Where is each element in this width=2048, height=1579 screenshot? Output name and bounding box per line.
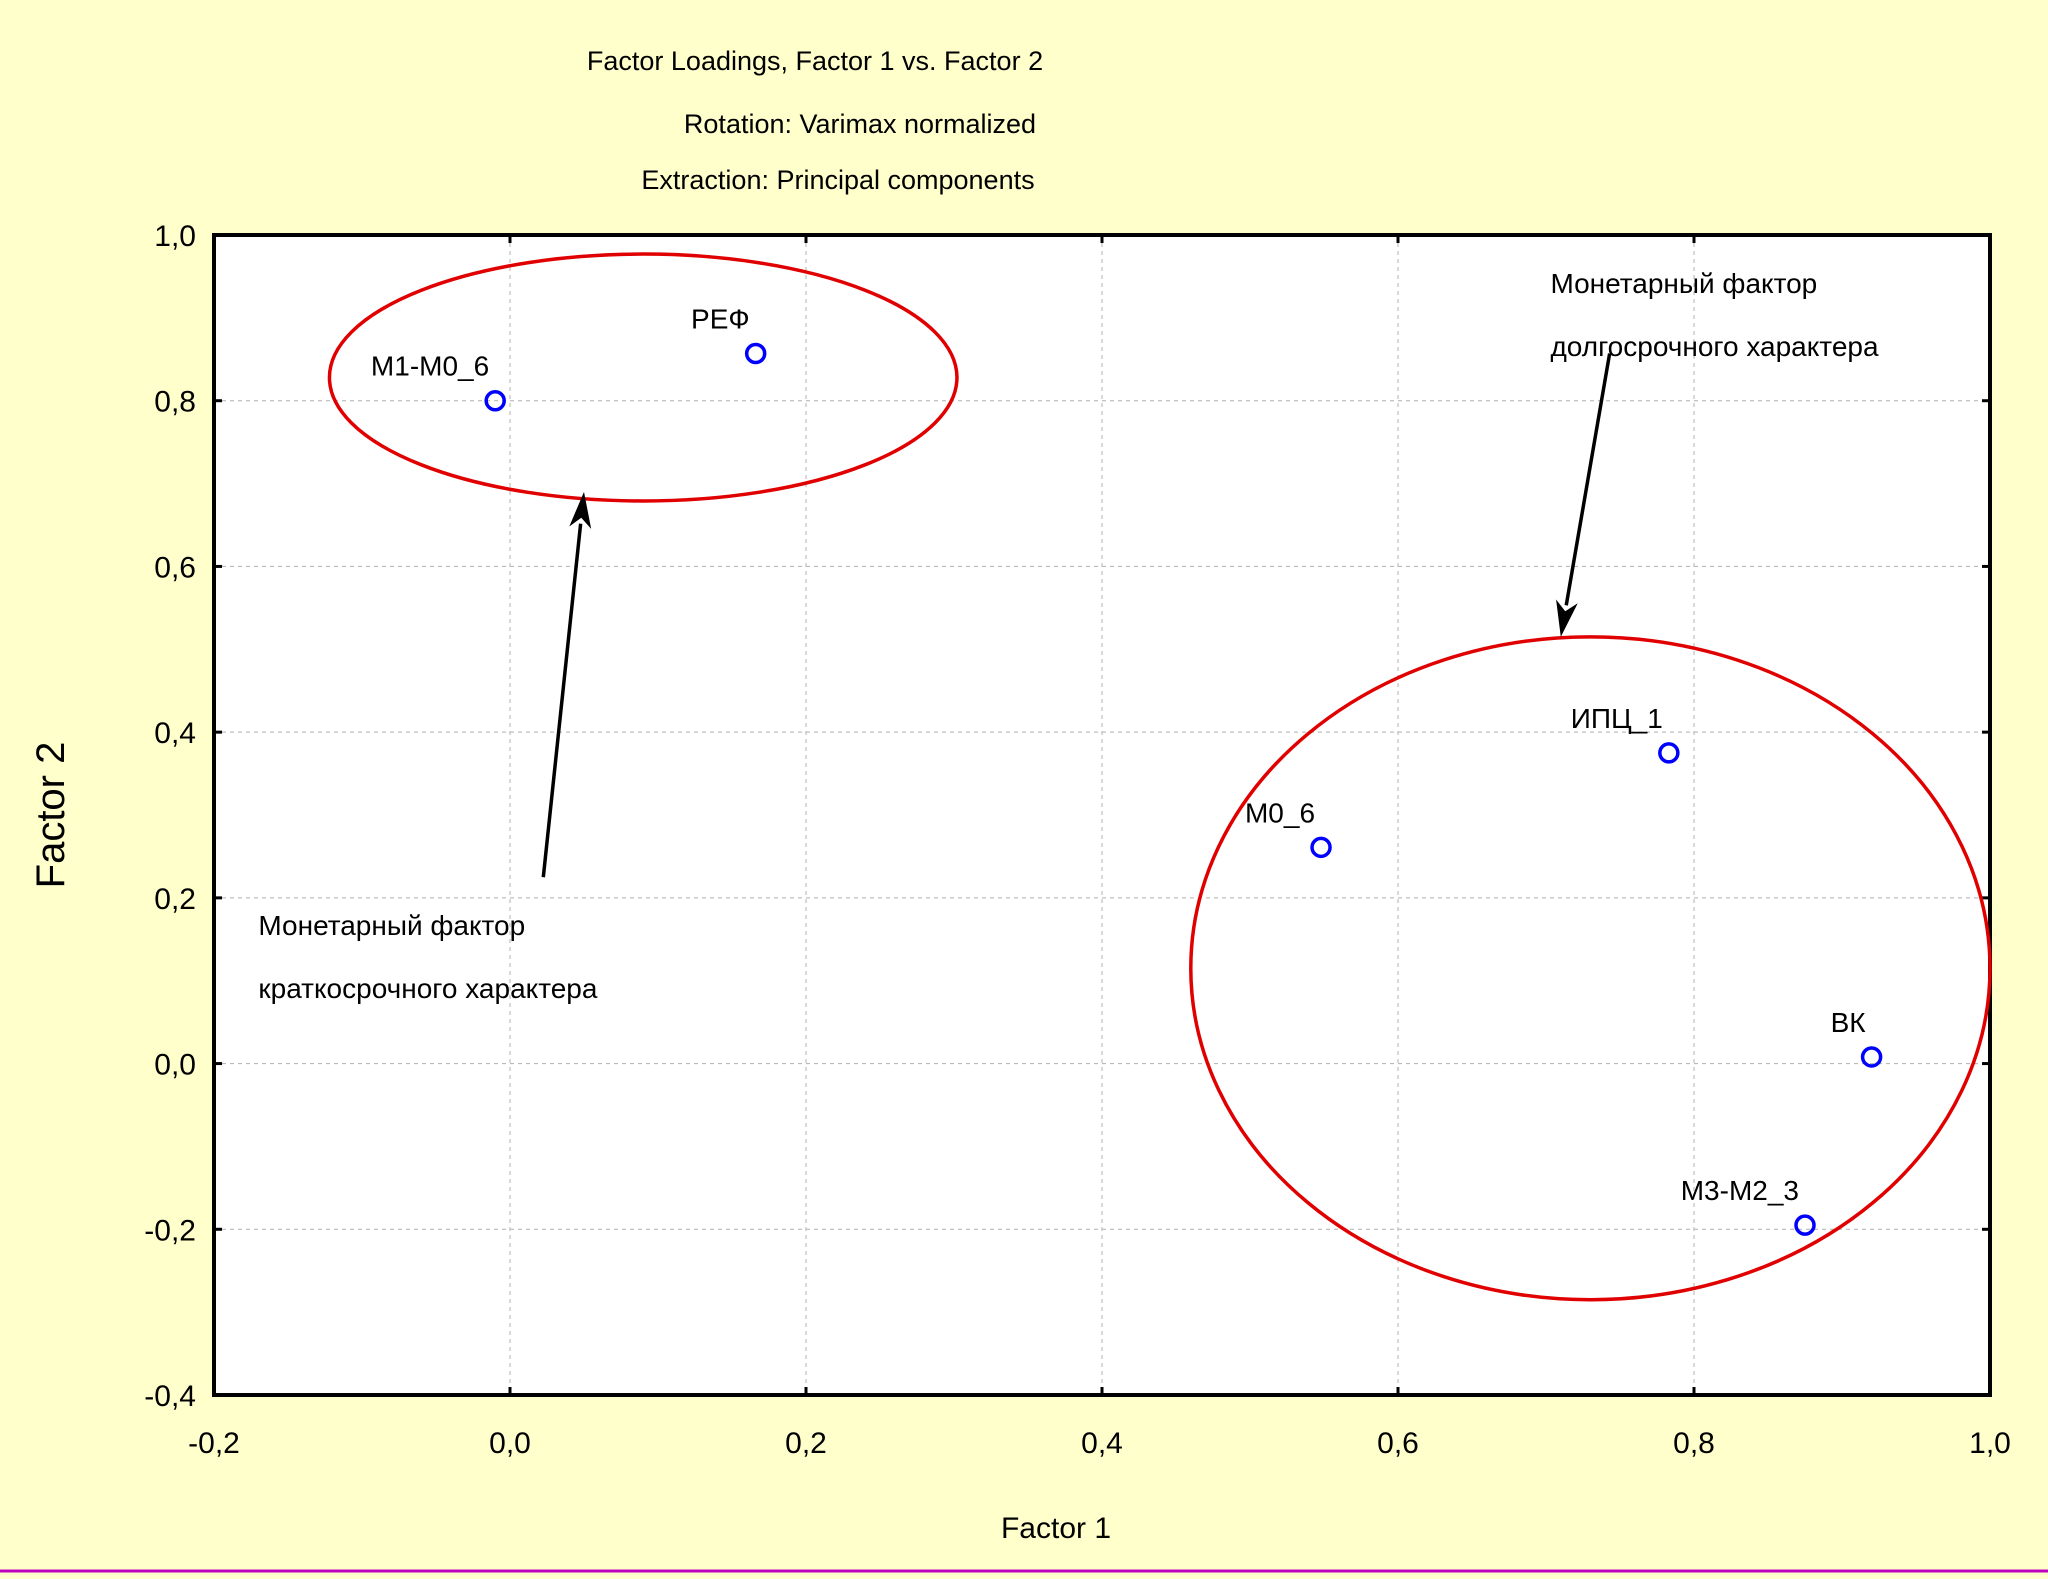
x-axis-title: Factor 1 — [1001, 1512, 1111, 1545]
point-label: ВК — [1831, 1007, 1867, 1038]
annotations: Монетарный фактор краткосрочного характер… — [258, 268, 1879, 1004]
cluster-ellipse — [1189, 635, 1992, 1302]
chart-subtitle-extraction: Extraction: Principal components — [641, 165, 1034, 195]
chart-title: Factor Loadings, Factor 1 vs. Factor 2 — [587, 46, 1043, 76]
data-point — [1794, 1214, 1816, 1236]
y-tick-label: -0,2 — [144, 1214, 196, 1247]
data-points: M1-M0_6 РЕФ ИПЦ_1 M0_6 ВК M3-M2_3 — [371, 303, 1883, 1236]
data-point — [484, 389, 506, 412]
arrow-head — [569, 491, 592, 529]
x-tick-label: 0,2 — [785, 1427, 827, 1460]
cluster-ellipses — [327, 252, 1992, 1302]
x-tick-label: 0,0 — [489, 1427, 531, 1460]
x-tick-label: 1,0 — [1969, 1427, 2011, 1460]
chart-subtitle-rotation: Rotation: Varimax normalized — [684, 109, 1036, 139]
arrow-head — [1556, 599, 1578, 637]
y-tick-label: 0,6 — [154, 551, 196, 584]
axis-ticks: -0,2 0,0 0,2 0,4 0,6 0,8 1,0 -0,4 -0,2 0,0 0,2 0,4 0… — [144, 220, 2011, 1460]
cluster-ellipse — [327, 252, 959, 503]
x-tick-label: 0,8 — [1673, 1427, 1715, 1460]
point-label: M1-M0_6 — [371, 351, 489, 382]
grid-lines — [214, 235, 1990, 1395]
y-tick-label: -0,4 — [144, 1380, 196, 1413]
arrow-shaft — [541, 523, 583, 878]
annotation-text: краткосрочного характера — [258, 973, 597, 1004]
y-tick-label: 0,2 — [154, 883, 196, 916]
data-point — [1658, 742, 1680, 764]
point-label: M0_6 — [1245, 797, 1315, 828]
y-tick-label: 1,0 — [154, 220, 196, 253]
arrow-shaft — [1564, 353, 1612, 606]
y-tick-label: 0,0 — [154, 1049, 196, 1082]
y-tick-label: 0,4 — [154, 717, 196, 750]
data-point — [1860, 1046, 1883, 1068]
annotation-text: Монетарный фактор — [1550, 268, 1817, 299]
point-label: ИПЦ_1 — [1571, 703, 1663, 734]
data-point — [1310, 836, 1332, 859]
x-tick-label: 0,6 — [1377, 1427, 1419, 1460]
point-label: M3-M2_3 — [1681, 1175, 1799, 1206]
x-tick-label: 0,4 — [1081, 1427, 1123, 1460]
data-point — [744, 342, 767, 365]
annotation-text: долгосрочного характера — [1550, 331, 1879, 362]
y-axis-title: Factor 2 — [29, 742, 73, 889]
point-label: РЕФ — [691, 303, 750, 334]
annotation-arrows — [541, 353, 1612, 878]
x-tick-label: -0,2 — [188, 1427, 240, 1460]
annotation-text: Монетарный фактор — [258, 910, 525, 941]
y-tick-label: 0,8 — [154, 386, 196, 419]
